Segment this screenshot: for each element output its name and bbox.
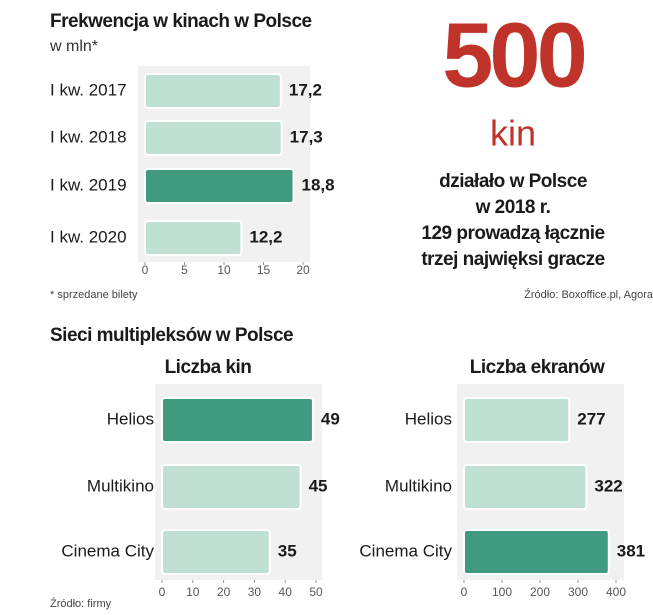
category-label: I kw. 2018 [50, 127, 127, 146]
x-tick-label: 400 [606, 585, 626, 599]
big-number: 500 [442, 4, 584, 106]
bar [161, 464, 302, 510]
x-tick-label: 10 [186, 585, 200, 599]
value-label: 35 [278, 541, 297, 560]
bar [144, 120, 283, 156]
value-label: 17,3 [290, 127, 323, 146]
value-label: 17,2 [289, 80, 322, 99]
bar [161, 529, 271, 575]
category-label: Multikino [385, 476, 452, 495]
value-label: 12,2 [249, 227, 282, 246]
x-tick-label: 20 [217, 585, 231, 599]
value-label: 322 [594, 476, 622, 495]
x-tick-label: 40 [279, 585, 293, 599]
x-tick-label: 0 [461, 585, 468, 599]
category-label: Cinema City [359, 541, 452, 560]
value-label: 45 [309, 476, 328, 495]
x-tick-label: 50 [309, 585, 323, 599]
highlight-line: trzej najwięksi gracze [421, 249, 604, 270]
x-tick-label: 30 [248, 585, 262, 599]
bar [144, 73, 282, 109]
category-label: Helios [405, 409, 452, 428]
x-tick-label: 10 [217, 263, 231, 277]
bar [463, 397, 571, 443]
x-tick-label: 300 [568, 585, 588, 599]
highlight-line: 129 prowadzą łącznie [421, 223, 604, 244]
x-tick-label: 200 [530, 585, 550, 599]
x-tick-label: 15 [257, 263, 271, 277]
value-label: 18,8 [302, 175, 335, 194]
bar [144, 220, 243, 256]
source: Źródło: firmy [50, 597, 112, 610]
x-tick-label: 100 [492, 585, 512, 599]
bar [463, 529, 610, 575]
bar [161, 397, 314, 443]
big-unit: kin [490, 113, 536, 154]
category-label: Cinema City [61, 541, 154, 560]
source: Źródło: Boxoffice.pl, Agora [524, 288, 653, 301]
chart-title: Liczba ekranów [470, 357, 605, 378]
bar [144, 168, 295, 204]
highlight-line: w 2018 r. [475, 197, 551, 218]
x-tick-label: 0 [142, 263, 149, 277]
value-label: 381 [617, 541, 645, 560]
chart-subtitle: w mln* [49, 38, 98, 55]
section-title: Sieci multipleksów w Polsce [50, 325, 293, 346]
chart-title: Frekwencja w kinach w Polsce [50, 11, 312, 32]
highlight-line: działało w Polsce [439, 171, 587, 192]
category-label: Multikino [87, 476, 154, 495]
category-label: I kw. 2020 [50, 227, 127, 246]
category-label: I kw. 2017 [50, 80, 127, 99]
value-label: 49 [321, 409, 340, 428]
x-tick-label: 0 [159, 585, 166, 599]
bar [463, 464, 588, 510]
category-label: I kw. 2019 [50, 175, 127, 194]
value-label: 277 [577, 409, 605, 428]
footnote: * sprzedane bilety [50, 289, 138, 301]
category-label: Helios [107, 409, 154, 428]
chart-title: Liczba kin [165, 357, 252, 378]
x-tick-label: 5 [181, 263, 188, 277]
x-tick-label: 20 [296, 263, 310, 277]
